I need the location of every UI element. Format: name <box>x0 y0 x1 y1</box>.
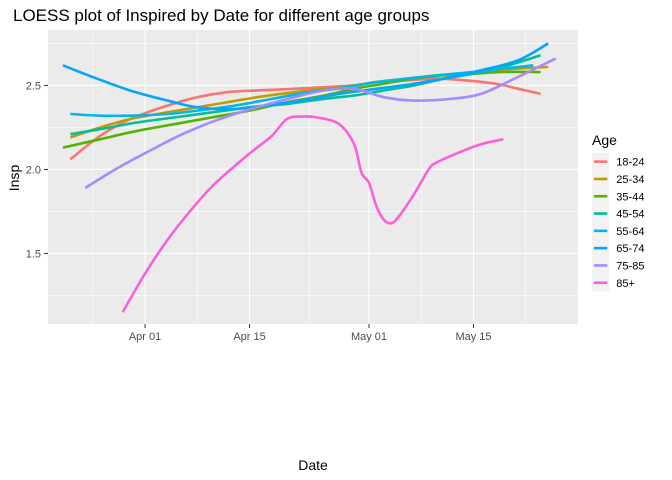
legend-label: 65-74 <box>616 243 644 255</box>
plot-panel <box>48 30 578 324</box>
x-tick-label: May 15 <box>455 331 491 343</box>
x-axis-title: Date <box>298 457 328 473</box>
series-line-65-74 <box>62 42 549 111</box>
x-tick-label: Apr 15 <box>233 331 265 343</box>
y-axis-title: Insp <box>6 165 22 192</box>
y-tick-label: 1.5 <box>26 248 41 260</box>
legend-title: Age <box>592 132 617 148</box>
y-tick-label: 2.5 <box>26 80 41 92</box>
chart-title: LOESS plot of Inspired by Date for diffe… <box>13 6 429 25</box>
x-tick-label: Apr 01 <box>129 331 161 343</box>
series-line-18-24 <box>69 77 541 161</box>
series-line-85+ <box>121 115 504 313</box>
y-tick-label: 2.0 <box>26 164 41 176</box>
x-tick-label: May 01 <box>351 331 387 343</box>
legend-label: 45-54 <box>616 209 644 221</box>
series-line-75-85 <box>84 57 557 190</box>
legend-label: 18-24 <box>616 157 644 169</box>
legend: Age 18-24 25-34 35-44 45-54 55-64 65-74 75-85 8… <box>592 132 644 292</box>
legend-label: 35-44 <box>616 191 644 203</box>
legend-label: 85+ <box>616 278 635 290</box>
legend-label: 25-34 <box>616 174 644 186</box>
legend-label: 75-85 <box>616 260 644 272</box>
legend-label: 55-64 <box>616 226 644 238</box>
